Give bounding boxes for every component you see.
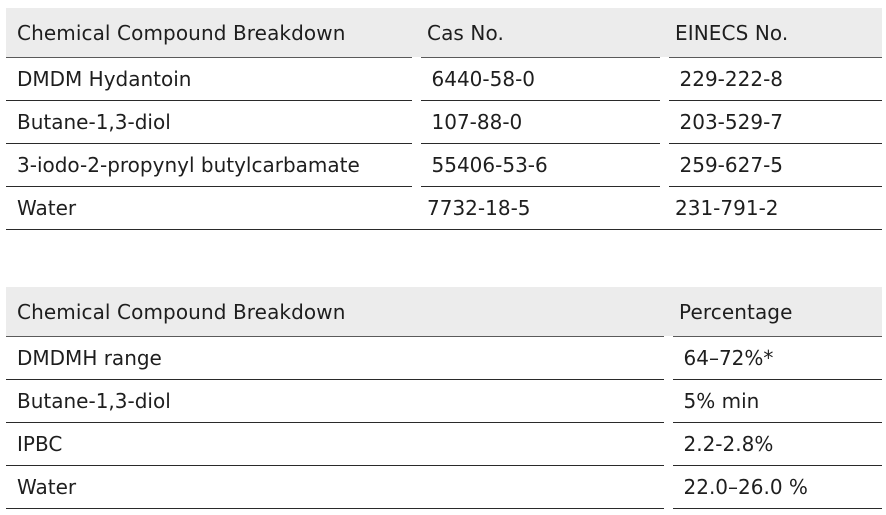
column-header-einecs: EINECS No.	[664, 8, 882, 58]
column-header-percentage: Percentage	[668, 287, 882, 337]
percentage-cell: 64–72%*	[668, 336, 882, 380]
compound-cell: DMDM Hydantoin	[6, 57, 421, 101]
table-header-row: Chemical Compound Breakdown Cas No. EINE…	[6, 8, 882, 58]
compound-cell: DMDMH range	[6, 336, 673, 380]
cas-cell: 55406-53-6	[416, 143, 669, 187]
table-row: 3-iodo-2-propynyl butylcarbamate 55406-5…	[6, 143, 882, 187]
einecs-cell: 229-222-8	[664, 57, 882, 101]
table-row: DMDMH range 64–72%*	[6, 336, 882, 380]
cas-einecs-table: Chemical Compound Breakdown Cas No. EINE…	[6, 8, 882, 230]
percentage-table: Chemical Compound Breakdown Percentage D…	[6, 287, 882, 509]
table-row: Water 7732-18-5 231-791-2	[6, 186, 882, 230]
table-row: Butane-1,3-diol 107-88-0 203-529-7	[6, 100, 882, 144]
cas-cell: 107-88-0	[416, 100, 669, 144]
table-row: Butane-1,3-diol 5% min	[6, 379, 882, 423]
percentage-cell: 2.2-2.8%	[668, 422, 882, 466]
einecs-cell: 203-529-7	[664, 100, 882, 144]
percentage-cell: 5% min	[668, 379, 882, 423]
compound-cell: Water	[6, 186, 416, 230]
compound-cell: IPBC	[6, 422, 673, 466]
compound-cell: Butane-1,3-diol	[6, 100, 421, 144]
column-header-compound: Chemical Compound Breakdown	[6, 287, 668, 337]
compound-cell: Water	[6, 465, 673, 509]
compound-cell: Butane-1,3-diol	[6, 379, 673, 423]
column-header-compound: Chemical Compound Breakdown	[6, 8, 416, 58]
percentage-cell: 22.0–26.0 %	[668, 465, 882, 509]
table-row: DMDM Hydantoin 6440-58-0 229-222-8	[6, 57, 882, 101]
table-row: IPBC 2.2-2.8%	[6, 422, 882, 466]
compound-cell: 3-iodo-2-propynyl butylcarbamate	[6, 143, 421, 187]
einecs-cell: 259-627-5	[664, 143, 882, 187]
column-header-cas: Cas No.	[416, 8, 664, 58]
cas-cell: 7732-18-5	[416, 186, 664, 230]
table-row: Water 22.0–26.0 %	[6, 465, 882, 509]
einecs-cell: 231-791-2	[664, 186, 882, 230]
cas-cell: 6440-58-0	[416, 57, 669, 101]
table-header-row: Chemical Compound Breakdown Percentage	[6, 287, 882, 337]
